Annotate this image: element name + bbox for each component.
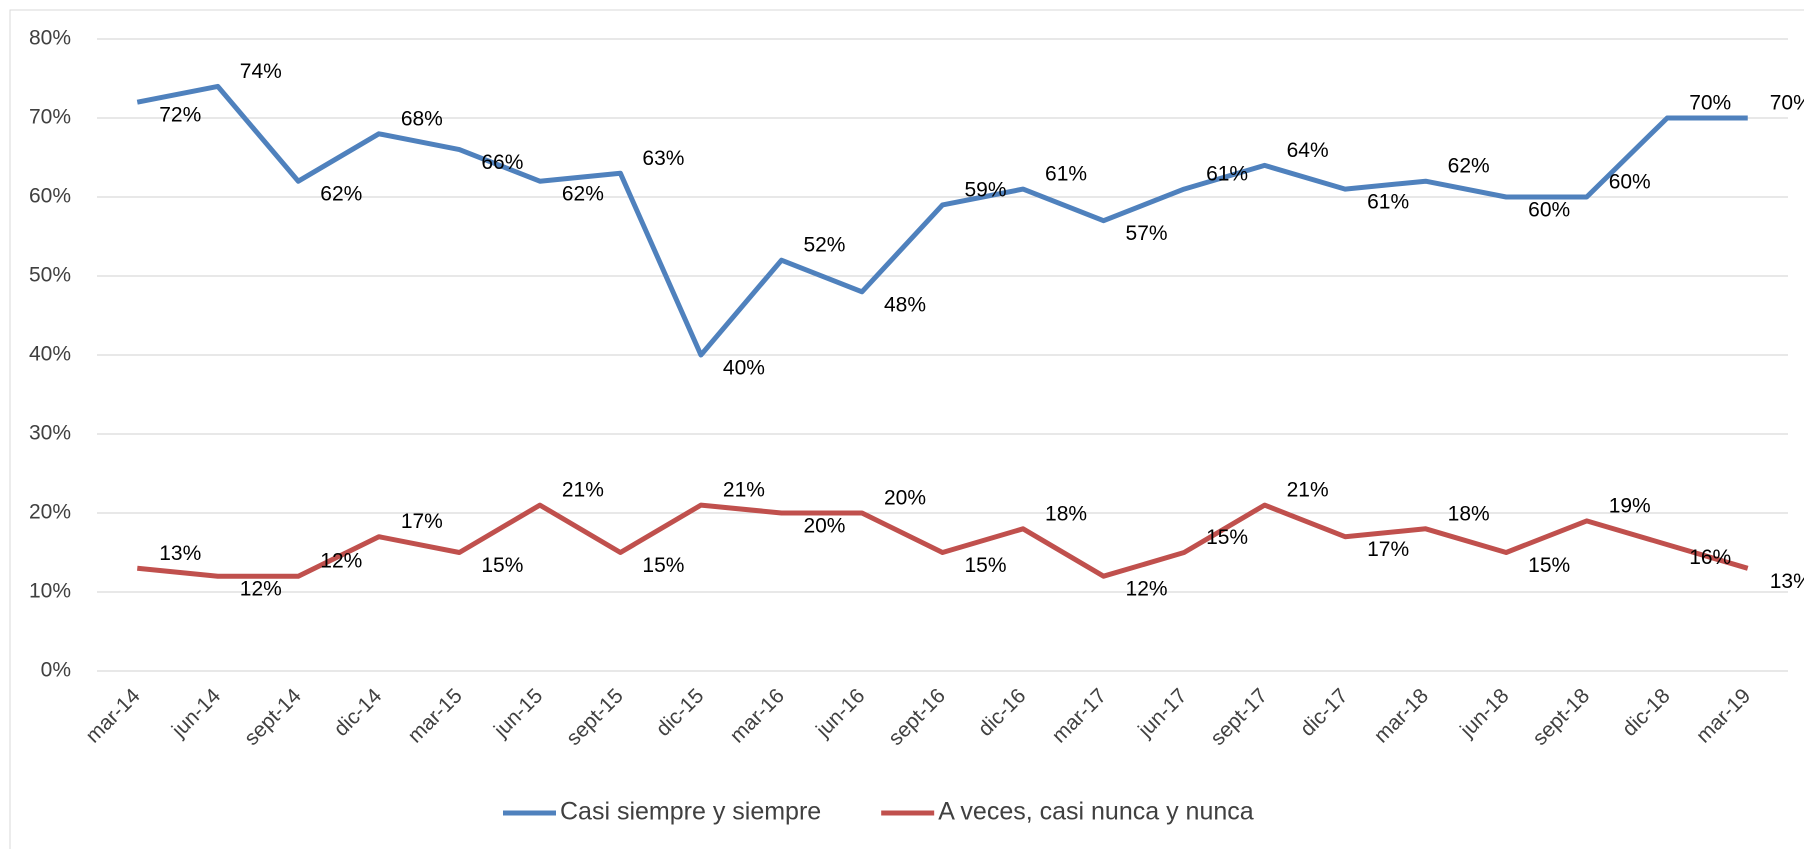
data-label: 21% — [723, 479, 765, 502]
y-tick-label: 70% — [29, 106, 71, 129]
x-tick-label: mar-17 — [1048, 684, 1111, 747]
data-label: 15% — [1206, 526, 1248, 549]
data-label: 20% — [803, 515, 845, 538]
data-label: 60% — [1609, 171, 1651, 194]
x-tick-label: dic-15 — [652, 684, 709, 741]
data-label: 66% — [481, 151, 523, 174]
data-label: 70% — [1770, 92, 1804, 115]
data-label: 20% — [884, 487, 926, 510]
data-label: 17% — [401, 510, 443, 533]
data-label: 21% — [562, 479, 604, 502]
data-label: 72% — [159, 104, 201, 127]
series-line — [136, 83, 1748, 358]
data-label: 61% — [1206, 163, 1248, 186]
series-line — [137, 502, 1749, 579]
data-label: 59% — [965, 178, 1007, 201]
data-label: 62% — [562, 183, 604, 206]
data-label: 12% — [1126, 578, 1168, 601]
data-label: 61% — [1367, 191, 1409, 214]
data-label: 52% — [803, 234, 845, 257]
data-label: 62% — [320, 183, 362, 206]
x-tick-label: jun-14 — [167, 684, 225, 742]
x-tick-label: dic-17 — [1296, 684, 1353, 741]
data-label: 21% — [1287, 479, 1329, 502]
y-tick-label: 60% — [29, 185, 71, 208]
data-label: 13% — [1770, 570, 1804, 593]
x-tick-label: sept-14 — [240, 684, 306, 750]
data-label: 12% — [240, 578, 282, 601]
x-tick-label: sept-17 — [1206, 684, 1272, 750]
y-tick-label: 80% — [29, 27, 71, 50]
x-tick-label: dic-18 — [1618, 684, 1675, 741]
data-label: 17% — [1367, 538, 1409, 561]
x-tick-label: sept-16 — [884, 684, 950, 750]
data-label: 15% — [481, 554, 523, 577]
x-tick-label: mar-14 — [81, 684, 145, 748]
data-label: 40% — [723, 357, 765, 380]
x-tick-label: mar-19 — [1692, 684, 1755, 747]
y-tick-label: 20% — [29, 501, 71, 524]
data-label: 18% — [1045, 502, 1087, 525]
x-tick-label: mar-18 — [1370, 684, 1433, 747]
x-tick-label: mar-15 — [404, 684, 467, 747]
y-tick-label: 40% — [29, 343, 71, 366]
data-label: 70% — [1689, 92, 1731, 115]
data-label: 62% — [1448, 155, 1490, 178]
data-label: 13% — [159, 542, 201, 565]
chart-frame — [9, 9, 1804, 849]
data-label: 68% — [401, 107, 443, 130]
x-tick-label: jun-15 — [489, 684, 547, 742]
x-tick-label: dic-16 — [974, 684, 1031, 741]
data-label: 61% — [1045, 163, 1087, 186]
data-label: 18% — [1448, 502, 1490, 525]
legend-label: Casi siempre y siempre — [560, 798, 821, 826]
x-tick-label: jun-18 — [1455, 684, 1513, 742]
data-label: 74% — [240, 60, 282, 83]
y-tick-label: 10% — [29, 580, 71, 603]
data-label: 15% — [965, 554, 1007, 577]
data-label: 48% — [884, 293, 926, 316]
y-tick-label: 30% — [29, 422, 71, 445]
x-tick-label: mar-16 — [726, 684, 789, 747]
data-label: 15% — [1528, 554, 1570, 577]
y-tick-label: 0% — [41, 659, 71, 682]
data-label: 16% — [1689, 546, 1731, 569]
data-label: 63% — [642, 147, 684, 170]
data-label: 15% — [642, 554, 684, 577]
data-label: 12% — [320, 550, 362, 573]
x-tick-label: jun-17 — [1133, 684, 1191, 742]
data-label: 60% — [1528, 199, 1570, 222]
x-tick-label: sept-15 — [562, 684, 628, 750]
x-tick-label: sept-18 — [1528, 684, 1594, 750]
data-label: 64% — [1287, 139, 1329, 162]
y-tick-label: 50% — [29, 264, 71, 287]
data-label: 57% — [1126, 222, 1168, 245]
x-tick-label: jun-16 — [811, 684, 869, 742]
data-label: 19% — [1609, 494, 1651, 517]
x-tick-label: dic-14 — [330, 684, 387, 741]
legend-label: A veces, casi nunca y nunca — [938, 798, 1254, 826]
